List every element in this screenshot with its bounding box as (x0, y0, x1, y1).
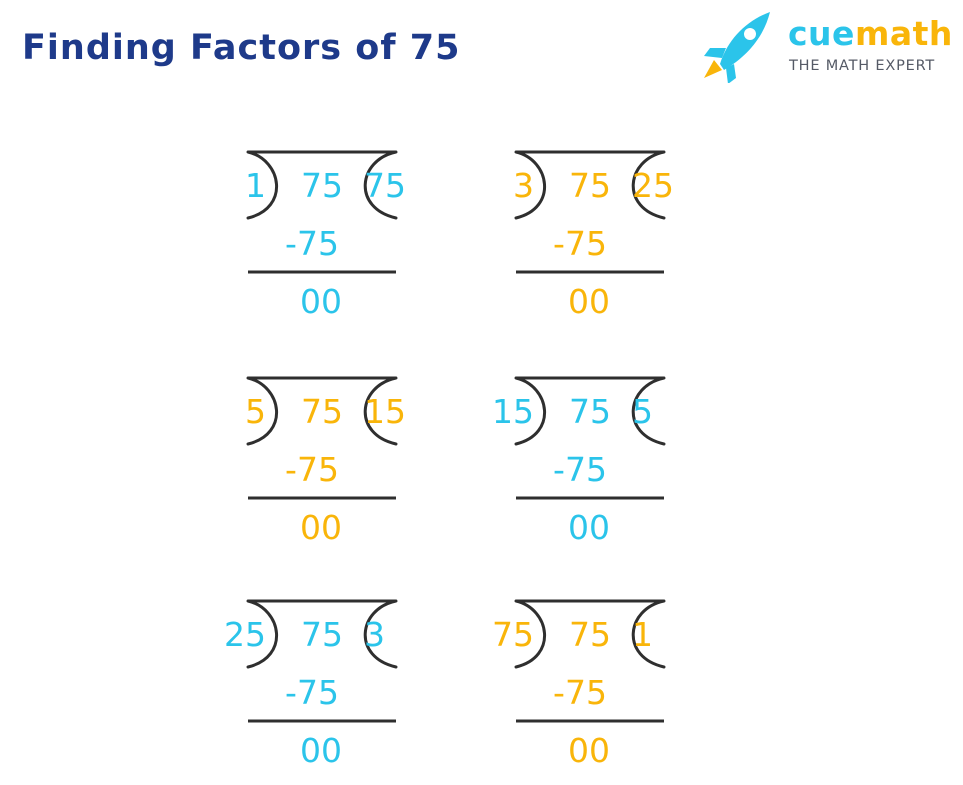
dividend: 75 (569, 166, 611, 205)
dividend: 75 (301, 615, 343, 654)
division-block: 1 75 75 -75 00 (230, 148, 480, 323)
division-frame (246, 599, 398, 723)
page-title: Finding Factors of 75 (22, 28, 461, 68)
brand-name: cuemath (788, 14, 953, 53)
brand-suffix: math (854, 14, 953, 53)
division-frame (246, 376, 398, 500)
divisor-bracket (514, 599, 546, 669)
quotient-bracket (631, 150, 666, 220)
division-block: 25 75 3 -75 00 (224, 597, 480, 772)
divisor: 15 (492, 392, 534, 431)
division-block: 5 75 15 -75 00 (230, 374, 480, 549)
dividend: 75 (569, 615, 611, 654)
rocket-icon (704, 12, 770, 83)
divisor: 25 (224, 615, 266, 654)
quotient: 3 (364, 615, 385, 654)
divisor-bracket (246, 376, 278, 446)
divisor-bracket (246, 599, 278, 669)
remainder: 00 (568, 731, 610, 770)
brand-tagline: THE MATH EXPERT (789, 58, 936, 74)
quotient-bracket (363, 376, 398, 446)
brand-prefix: cue (788, 14, 855, 53)
remainder: 00 (568, 282, 610, 321)
division-frame (246, 150, 398, 274)
quotient: 75 (364, 166, 406, 205)
division-frame (514, 599, 666, 723)
divisor: 5 (245, 392, 266, 431)
quotient-bracket (363, 150, 398, 220)
quotient-bracket (363, 599, 398, 669)
division-block: 15 75 5 -75 00 (492, 374, 748, 549)
division-frame (514, 150, 666, 274)
division-block: 3 75 25 -75 00 (498, 148, 748, 323)
divisor: 1 (245, 166, 266, 205)
remainder: 00 (568, 508, 610, 547)
remainder: 00 (300, 282, 342, 321)
divisor: 75 (492, 615, 534, 654)
dividend: 75 (301, 392, 343, 431)
dividend: 75 (301, 166, 343, 205)
remainder: 00 (300, 731, 342, 770)
divisor-bracket (514, 376, 546, 446)
quotient: 15 (364, 392, 406, 431)
quotient-bracket (631, 376, 666, 446)
subtrahend: -75 (553, 224, 607, 263)
subtrahend: -75 (285, 450, 339, 489)
divisor-bracket (514, 150, 546, 220)
quotient-bracket (631, 599, 666, 669)
subtrahend: -75 (285, 673, 339, 712)
quotient: 25 (632, 166, 674, 205)
division-block: 75 75 1 -75 00 (492, 597, 748, 772)
remainder: 00 (300, 508, 342, 547)
subtrahend: -75 (553, 673, 607, 712)
subtrahend: -75 (285, 224, 339, 263)
cuemath-logo: cuemath THE MATH EXPERT (700, 8, 955, 83)
quotient: 1 (632, 615, 653, 654)
dividend: 75 (569, 392, 611, 431)
divisor-bracket (246, 150, 278, 220)
quotient: 5 (632, 392, 653, 431)
division-frame (514, 376, 666, 500)
subtrahend: -75 (553, 450, 607, 489)
divisor: 3 (513, 166, 534, 205)
